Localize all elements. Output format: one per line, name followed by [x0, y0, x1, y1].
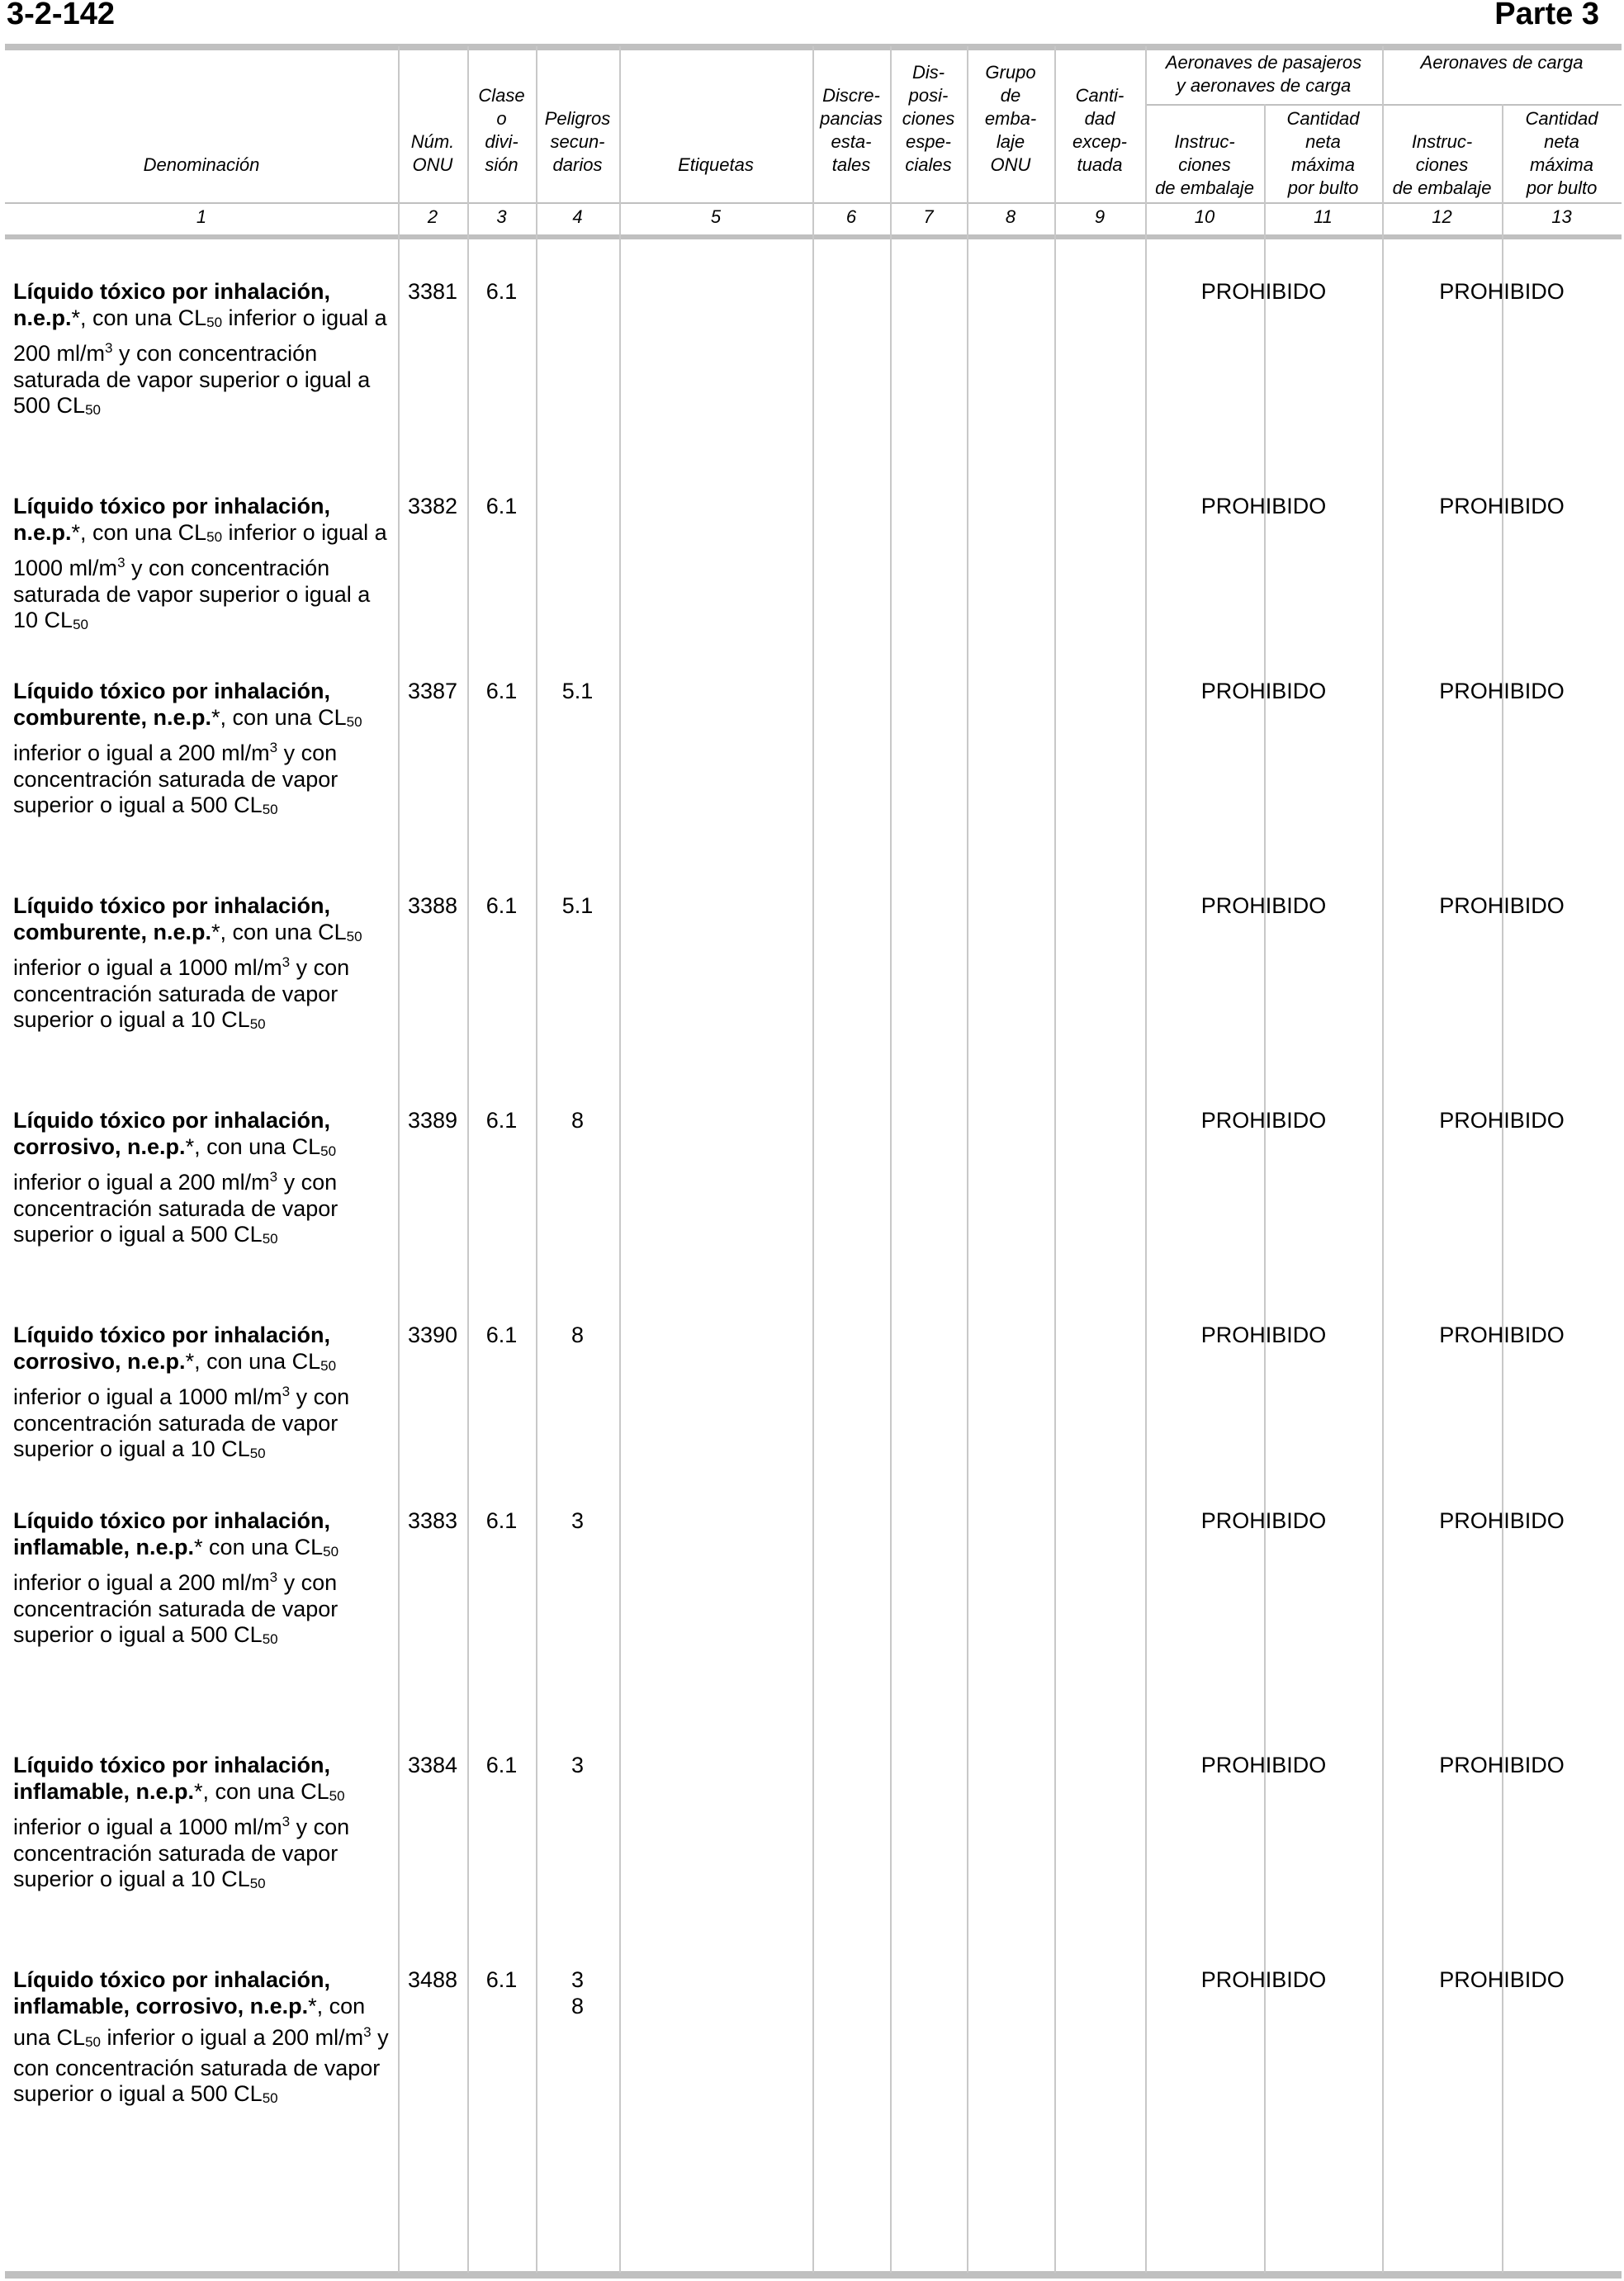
- column-number: 6: [845, 206, 857, 227]
- row-class: 6.1: [485, 494, 518, 518]
- row-class: 6.1: [485, 1108, 518, 1133]
- header-instrucciones: Instruc-ciones de embalaje: [1392, 131, 1492, 198]
- column-divider: [398, 46, 400, 2273]
- column-number: 2: [427, 206, 438, 227]
- row-pax-prohibited: PROHIBIDO: [1200, 679, 1327, 703]
- row-cargo-prohibited: PROHIBIDO: [1439, 1753, 1565, 1777]
- column-number: 8: [1005, 206, 1016, 227]
- row-pax-prohibited: PROHIBIDO: [1200, 279, 1327, 304]
- column-number: 7: [923, 206, 934, 227]
- row-cargo-prohibited: PROHIBIDO: [1439, 494, 1565, 518]
- row-pax-prohibited: PROHIBIDO: [1200, 1967, 1327, 1992]
- column-number: 4: [572, 206, 583, 227]
- header-grupo: Grupo de emba-laje ONU: [984, 62, 1037, 175]
- row-un-number: 3381: [407, 279, 458, 304]
- row-un-number: 3384: [407, 1753, 458, 1777]
- row-secondary-hazard: 5.1: [561, 893, 594, 918]
- row-denominacion: Líquido tóxico por inhalación, inflamabl…: [13, 1967, 389, 2106]
- row-class: 6.1: [485, 1967, 518, 1992]
- header-num-onu: Núm. ONU: [410, 131, 455, 175]
- row-pax-prohibited: PROHIBIDO: [1200, 1108, 1327, 1133]
- row-class: 6.1: [485, 279, 518, 304]
- column-number: 10: [1194, 206, 1215, 227]
- row-cargo-prohibited: PROHIBIDO: [1439, 679, 1565, 703]
- column-divider: [1145, 46, 1147, 2273]
- row-denominacion: Líquido tóxico por inhalación, inflamabl…: [13, 1508, 339, 1647]
- row-secondary-hazard: 3 8: [571, 1967, 585, 2018]
- column-divider: [1054, 46, 1056, 2273]
- row-denominacion: Líquido tóxico por inhalación, corrosivo…: [13, 1323, 350, 1461]
- row-cargo-prohibited: PROHIBIDO: [1439, 279, 1565, 304]
- column-divider: [1502, 104, 1503, 2273]
- page-number: 3-2-142: [7, 0, 115, 31]
- row-secondary-hazard: 3: [571, 1753, 585, 1777]
- row-secondary-hazard: 5.1: [561, 679, 594, 703]
- row-denominacion: Líquido tóxico por inhalación, n.e.p.*, …: [13, 494, 387, 632]
- row-pax-prohibited: PROHIBIDO: [1200, 494, 1327, 518]
- row-denominacion: Líquido tóxico por inhalación, comburent…: [13, 893, 362, 1032]
- column-divider: [1264, 104, 1266, 2273]
- row-class: 6.1: [485, 1753, 518, 1777]
- row-cargo-prohibited: PROHIBIDO: [1439, 893, 1565, 918]
- header-cantidad-neta: Cantidad neta máxima por bulto: [1525, 108, 1598, 198]
- header-discrepancias: Discre-pancias esta-tales: [820, 85, 883, 175]
- row-pax-prohibited: PROHIBIDO: [1200, 893, 1327, 918]
- row-un-number: 3488: [407, 1967, 458, 1992]
- column-divider: [536, 46, 537, 2273]
- row-un-number: 3387: [407, 679, 458, 703]
- row-denominacion: Líquido tóxico por inhalación, n.e.p.*, …: [13, 279, 387, 418]
- bottom-rule: [5, 2271, 1622, 2279]
- row-pax-prohibited: PROHIBIDO: [1200, 1753, 1327, 1777]
- row-cargo-prohibited: PROHIBIDO: [1439, 1967, 1565, 1992]
- row-class: 6.1: [485, 679, 518, 703]
- row-class: 6.1: [485, 1508, 518, 1533]
- header-group-cargo: Aeronaves de carga: [1420, 52, 1584, 73]
- column-number: 1: [196, 206, 207, 227]
- header-clase: Clase o divi-sión: [478, 85, 525, 175]
- header-instrucciones: Instruc-ciones de embalaje: [1155, 131, 1254, 198]
- column-divider: [467, 46, 469, 2273]
- header-disposiciones: Dis-posi-ciones espe-ciales: [902, 62, 955, 175]
- column-number: 13: [1551, 206, 1572, 227]
- row-class: 6.1: [485, 1323, 518, 1347]
- row-cargo-prohibited: PROHIBIDO: [1439, 1108, 1565, 1133]
- header-peligros: Peligros secun-darios: [544, 108, 611, 175]
- part-label: Parte 3: [1494, 0, 1599, 31]
- row-un-number: 3388: [407, 893, 458, 918]
- row-denominacion: Líquido tóxico por inhalación, inflamabl…: [13, 1753, 350, 1891]
- row-un-number: 3382: [407, 494, 458, 518]
- row-un-number: 3390: [407, 1323, 458, 1347]
- row-denominacion: Líquido tóxico por inhalación, comburent…: [13, 679, 362, 817]
- column-divider: [1382, 46, 1384, 2273]
- row-cargo-prohibited: PROHIBIDO: [1439, 1323, 1565, 1347]
- column-number: 9: [1094, 206, 1106, 227]
- header-etiquetas: Etiquetas: [678, 154, 754, 175]
- header-group-pax: Aeronaves de pasajeros y aeronaves de car…: [1165, 52, 1362, 96]
- row-pax-prohibited: PROHIBIDO: [1200, 1323, 1327, 1347]
- header-denominacion: Denominación: [143, 154, 260, 175]
- column-number: 3: [496, 206, 507, 227]
- row-cargo-prohibited: PROHIBIDO: [1439, 1508, 1565, 1533]
- column-number: 5: [710, 206, 722, 227]
- row-denominacion: Líquido tóxico por inhalación, corrosivo…: [13, 1108, 339, 1247]
- row-un-number: 3389: [407, 1108, 458, 1133]
- column-divider: [967, 46, 968, 2273]
- column-number: 11: [1314, 206, 1333, 227]
- column-number: 12: [1432, 206, 1452, 227]
- column-divider: [619, 46, 621, 2273]
- row-un-number: 3383: [407, 1508, 458, 1533]
- row-secondary-hazard: 8: [571, 1323, 585, 1347]
- row-secondary-hazard: 8: [571, 1108, 585, 1133]
- header-cantidad-exceptuada: Canti-dad excep-tuada: [1072, 85, 1128, 175]
- header-cantidad-neta: Cantidad neta máxima por bulto: [1286, 108, 1360, 198]
- row-class: 6.1: [485, 893, 518, 918]
- row-secondary-hazard: 3: [571, 1508, 585, 1533]
- row-pax-prohibited: PROHIBIDO: [1200, 1508, 1327, 1533]
- column-divider: [890, 46, 892, 2273]
- column-divider: [812, 46, 814, 2273]
